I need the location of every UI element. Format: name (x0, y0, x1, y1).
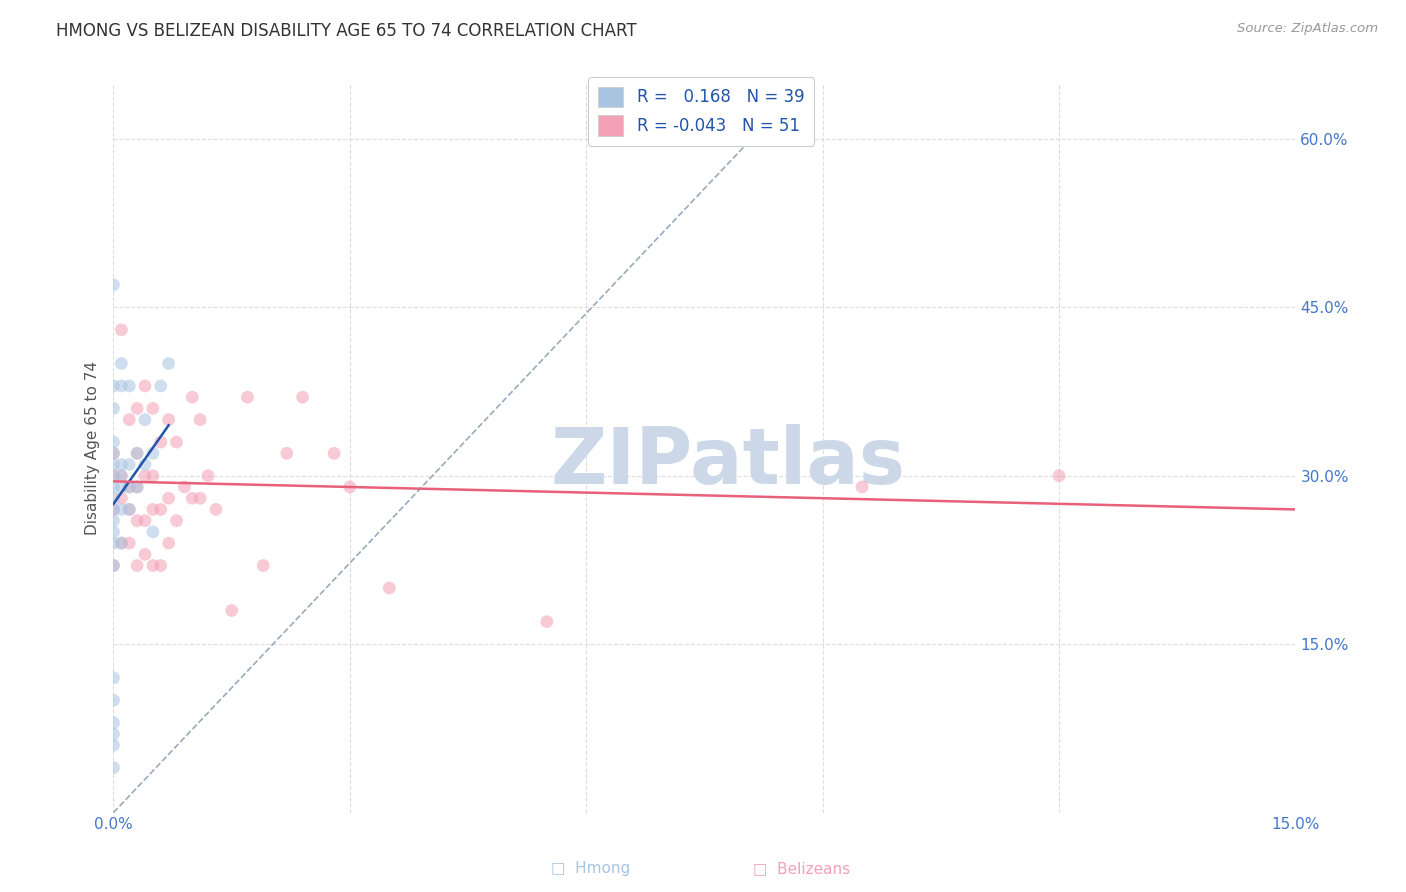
Point (378, 581, 401, 595)
Point (118, 458, 141, 472)
Point (110, 323, 132, 337)
Point (181, 491, 204, 506)
Point (118, 502, 141, 516)
Point (118, 480, 141, 494)
Point (103, 458, 125, 472)
Point (110, 357, 132, 371)
Text: □  Belizeans: □ Belizeans (752, 861, 851, 876)
Point (110, 458, 132, 472)
Point (127, 514, 149, 528)
Point (173, 480, 195, 494)
Point (118, 379, 141, 393)
Point (149, 379, 172, 393)
Text: □  Hmong: □ Hmong (551, 861, 630, 876)
Point (188, 491, 211, 506)
Point (157, 357, 180, 371)
Point (103, 524, 125, 539)
Point (134, 458, 156, 472)
Point (127, 401, 149, 416)
Point (103, 761, 125, 775)
Point (103, 491, 125, 506)
Point (110, 536, 132, 550)
Point (103, 536, 125, 550)
Point (103, 558, 125, 573)
Point (127, 480, 149, 494)
Point (127, 558, 149, 573)
Point (1047, 468, 1070, 483)
Point (221, 603, 243, 617)
Point (103, 514, 125, 528)
Point (149, 435, 172, 450)
Point (103, 401, 125, 416)
Point (127, 480, 149, 494)
Point (110, 468, 132, 483)
Point (103, 715, 125, 730)
Point (851, 480, 873, 494)
Point (536, 615, 558, 629)
Point (134, 412, 156, 426)
Point (103, 435, 125, 450)
Point (103, 468, 125, 483)
Point (157, 491, 180, 506)
Point (205, 502, 228, 516)
Point (103, 446, 125, 460)
Point (103, 502, 125, 516)
Point (110, 379, 132, 393)
Point (103, 277, 125, 292)
Point (103, 480, 125, 494)
Point (142, 401, 165, 416)
Point (103, 693, 125, 707)
Point (197, 468, 219, 483)
Point (157, 412, 180, 426)
Point (118, 412, 141, 426)
Point (110, 468, 132, 483)
Text: Source: ZipAtlas.com: Source: ZipAtlas.com (1237, 22, 1378, 36)
Point (103, 671, 125, 685)
Point (291, 390, 314, 404)
Point (323, 446, 346, 460)
Point (118, 502, 141, 516)
Point (103, 727, 125, 741)
Point (149, 502, 172, 516)
Text: ZIPatlas: ZIPatlas (551, 425, 905, 500)
Point (110, 502, 132, 516)
Y-axis label: Disability Age 65 to 74: Disability Age 65 to 74 (86, 360, 100, 534)
Text: HMONG VS BELIZEAN DISABILITY AGE 65 TO 74 CORRELATION CHART: HMONG VS BELIZEAN DISABILITY AGE 65 TO 7… (56, 22, 637, 40)
Point (110, 536, 132, 550)
Point (181, 390, 204, 404)
Point (142, 558, 165, 573)
Point (103, 468, 125, 483)
Point (103, 446, 125, 460)
Point (103, 379, 125, 393)
Point (118, 480, 141, 494)
Point (127, 446, 149, 460)
Point (103, 502, 125, 516)
Legend: R =   0.168   N = 39, R = -0.043   N = 51: R = 0.168 N = 39, R = -0.043 N = 51 (588, 77, 814, 145)
Point (236, 390, 259, 404)
Point (339, 480, 361, 494)
Point (134, 468, 156, 483)
Point (110, 491, 132, 506)
Point (134, 547, 156, 561)
Point (142, 524, 165, 539)
Point (110, 480, 132, 494)
Point (157, 536, 180, 550)
Point (188, 412, 211, 426)
Point (103, 558, 125, 573)
Point (252, 558, 274, 573)
Point (166, 435, 188, 450)
Point (142, 468, 165, 483)
Point (103, 738, 125, 752)
Point (134, 379, 156, 393)
Point (276, 446, 298, 460)
Point (166, 514, 188, 528)
Point (142, 446, 165, 460)
Point (118, 536, 141, 550)
Point (134, 514, 156, 528)
Point (142, 502, 165, 516)
Point (127, 446, 149, 460)
Point (149, 558, 172, 573)
